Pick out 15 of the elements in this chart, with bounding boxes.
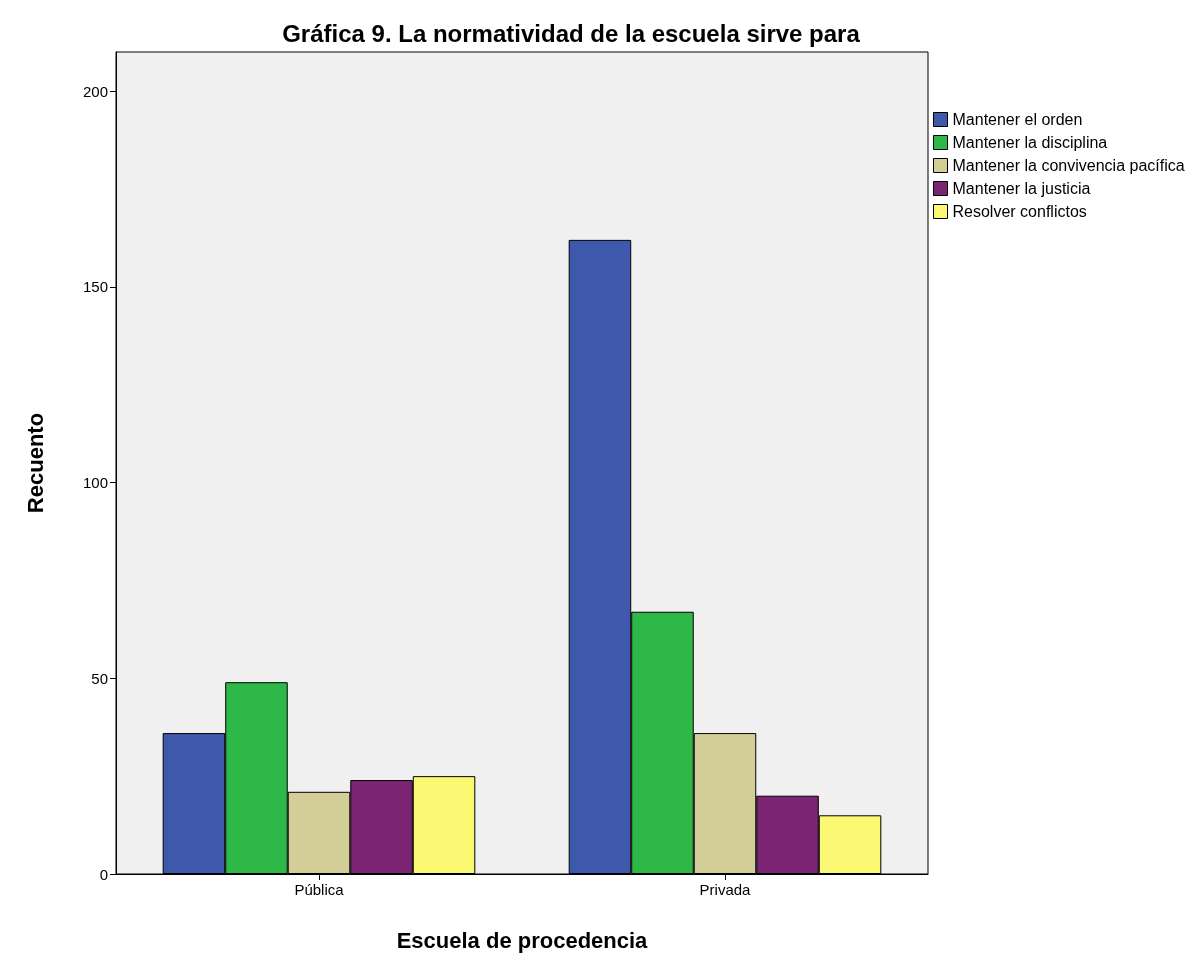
y-tick-label: 50 (91, 669, 108, 687)
x-tick-label: Privada (699, 881, 752, 898)
x-tick-label: Pública (294, 881, 345, 898)
y-axis-title: Recuento (22, 412, 48, 514)
legend-label: Resolver conflictos (952, 203, 1087, 220)
x-axis-title: Escuela de procedencia (396, 927, 649, 953)
chart-title: Gráfica 9. La normatividad de la escuela sirve para (282, 19, 861, 47)
y-tick-label: 200 (82, 82, 108, 100)
y-tick-label: 0 (99, 865, 108, 883)
y-tick-label: 150 (82, 278, 108, 296)
legend-label: Mantener la justicia (952, 180, 1091, 197)
legend-label: Mantener el orden (952, 111, 1083, 128)
legend-label: Mantener la disciplina (952, 134, 1108, 151)
legend-label: Mantener la convivencia pacífica (952, 157, 1185, 174)
y-tick-label: 100 (82, 474, 108, 492)
